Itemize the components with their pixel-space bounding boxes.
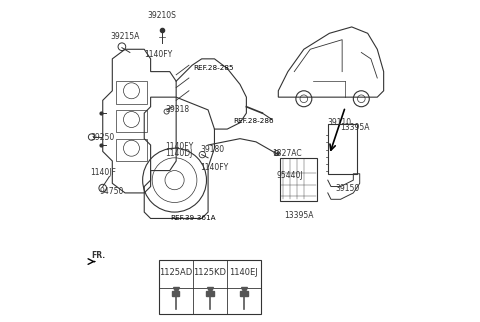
Text: 39110: 39110 bbox=[328, 118, 352, 127]
Text: 1140FY: 1140FY bbox=[165, 142, 193, 151]
Text: 1140EJ: 1140EJ bbox=[229, 269, 258, 278]
Bar bbox=[240, 291, 248, 296]
Bar bbox=[116, 110, 147, 132]
Text: 13395A: 13395A bbox=[340, 123, 370, 132]
Bar bbox=[172, 291, 180, 296]
Text: 94750: 94750 bbox=[99, 187, 124, 196]
Bar bbox=[116, 139, 147, 161]
Bar bbox=[158, 260, 261, 314]
Text: 95440J: 95440J bbox=[276, 171, 303, 180]
Bar bbox=[280, 158, 317, 201]
Text: 39210S: 39210S bbox=[147, 11, 176, 20]
Text: 13395A: 13395A bbox=[285, 211, 314, 220]
Text: 1125KD: 1125KD bbox=[193, 269, 226, 278]
Text: 1140JF: 1140JF bbox=[90, 168, 116, 177]
Text: REF.39-361A: REF.39-361A bbox=[171, 215, 216, 221]
Bar bbox=[328, 124, 357, 174]
Text: 39215A: 39215A bbox=[111, 32, 140, 41]
Text: 1327AC: 1327AC bbox=[272, 148, 301, 157]
Text: 1140DJ: 1140DJ bbox=[165, 148, 192, 157]
Text: REF.28-285: REF.28-285 bbox=[193, 65, 234, 71]
Text: 39318: 39318 bbox=[165, 105, 189, 114]
Text: 39180: 39180 bbox=[200, 145, 224, 154]
Text: 39150: 39150 bbox=[336, 184, 360, 193]
Text: REF.28-286: REF.28-286 bbox=[233, 118, 274, 124]
Text: 1140FY: 1140FY bbox=[144, 50, 172, 59]
Text: 39250: 39250 bbox=[90, 133, 114, 142]
Bar bbox=[206, 291, 214, 296]
Bar bbox=[116, 81, 147, 104]
Text: 1125AD: 1125AD bbox=[159, 269, 192, 278]
Text: FR.: FR. bbox=[92, 251, 106, 260]
Text: 1140FY: 1140FY bbox=[200, 163, 228, 172]
